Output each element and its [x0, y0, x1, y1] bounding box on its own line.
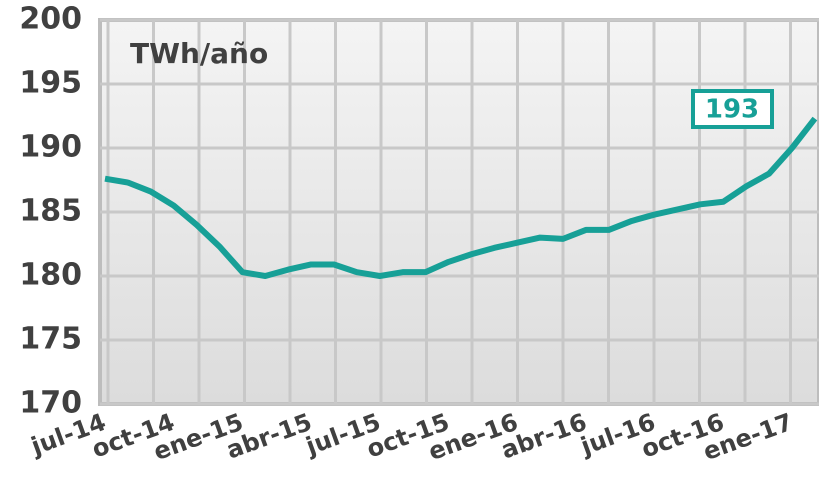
y-tick-label: 190: [19, 130, 82, 165]
y-tick-label: 175: [19, 322, 82, 357]
y-tick-label: 200: [19, 2, 82, 37]
y-tick-label: 195: [19, 66, 82, 101]
unit-label: TWh/año: [130, 37, 268, 70]
y-tick-label: 185: [19, 194, 82, 229]
annotation-box: [691, 89, 774, 129]
y-tick-label: 180: [19, 258, 82, 293]
y-tick-label: 170: [19, 386, 82, 421]
data-line: [104, 116, 818, 279]
annotation: 193: [705, 95, 759, 125]
